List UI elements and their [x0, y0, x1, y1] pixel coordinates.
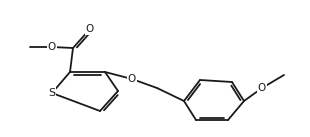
Text: O: O: [128, 74, 136, 84]
Text: S: S: [48, 88, 55, 98]
Text: O: O: [86, 24, 94, 34]
Text: O: O: [258, 83, 266, 93]
Text: O: O: [48, 42, 56, 52]
